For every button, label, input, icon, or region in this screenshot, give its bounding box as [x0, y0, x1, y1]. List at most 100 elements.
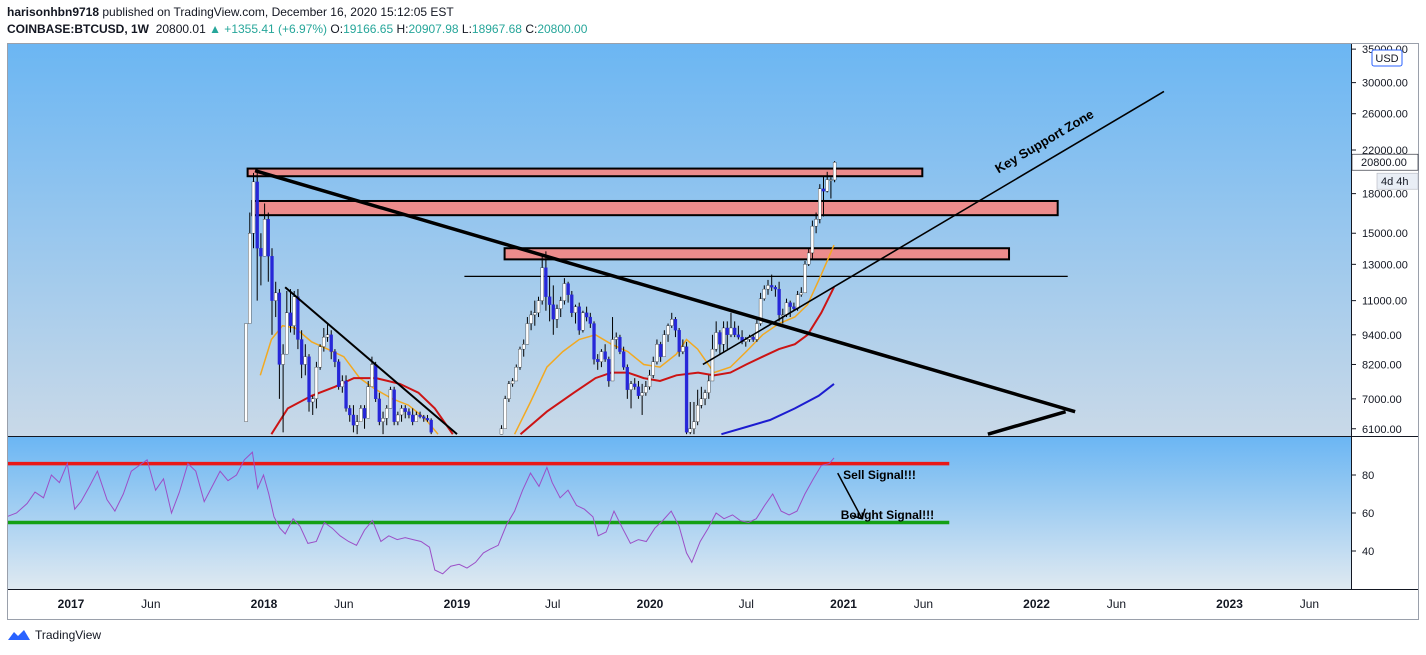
price-tick-label: 15000.00	[1362, 228, 1408, 240]
candle-body	[555, 308, 559, 320]
candle-2018-01-15	[270, 248, 274, 335]
last-price: 20800.01	[155, 22, 206, 36]
candle-2020-02-03	[666, 323, 670, 342]
trendline-downtrend_main	[254, 169, 1076, 414]
candle-2020-11-09	[814, 212, 818, 234]
candle-2019-12-02	[633, 378, 637, 390]
candle-2019-12-16	[640, 383, 644, 415]
time-tick-label: Jun	[1300, 597, 1319, 611]
candle-2019-07-08	[555, 304, 559, 328]
candle-2018-02-19	[288, 289, 293, 333]
candle-body	[385, 408, 389, 419]
candle-body	[821, 188, 826, 192]
candle-2020-01-27	[662, 330, 666, 357]
candle-body	[396, 414, 400, 422]
candle-body	[344, 380, 348, 409]
candle-body	[610, 339, 615, 382]
candle-body	[673, 319, 678, 331]
candle-body	[588, 316, 592, 324]
time-tick-label: 2017	[58, 597, 85, 611]
candle-body	[314, 366, 319, 400]
moving-average-long-5	[721, 383, 835, 436]
candle-2019-09-30	[599, 349, 604, 368]
candle-body	[274, 292, 278, 301]
candle-2018-07-16	[366, 380, 370, 419]
publisher-name[interactable]: harisonhbn9718	[7, 5, 100, 19]
tradingview-brand: TradingView	[35, 628, 102, 642]
candle-body	[429, 419, 433, 433]
time-tick-label: Jun	[141, 597, 160, 611]
candle-2020-03-09	[684, 341, 689, 435]
candle-body	[670, 319, 674, 326]
candle-body	[303, 356, 307, 365]
candle-2018-05-28	[340, 375, 344, 393]
candle-body	[425, 418, 430, 421]
candle-body	[270, 255, 274, 301]
candle-body	[625, 366, 629, 390]
candle-2018-02-12	[285, 290, 289, 355]
candle-2020-09-21	[788, 300, 792, 318]
currency-badge-label: USD	[1375, 53, 1398, 65]
candle-body	[403, 408, 407, 412]
publish-info: harisonhbn9718 published on TradingView.…	[7, 5, 454, 19]
candle-2018-05-07	[329, 330, 333, 360]
candle-body	[599, 351, 604, 362]
candle-body	[540, 267, 544, 301]
candle-body	[651, 361, 655, 376]
candle-body	[307, 356, 311, 403]
candle-2019-07-15	[559, 296, 563, 318]
candle-2019-11-18	[625, 364, 629, 399]
countdown-tag	[1376, 172, 1419, 190]
candle-body	[762, 288, 766, 299]
main-pane-bg	[7, 43, 1351, 436]
resistance-zone-1	[246, 167, 924, 178]
moving-average-fast-1	[259, 324, 439, 435]
time-tick-label: 2018	[251, 597, 278, 611]
candle-body	[751, 336, 755, 340]
candle-2018-09-03	[392, 386, 396, 426]
candle-2020-08-10	[766, 279, 770, 295]
candle-body	[325, 334, 330, 338]
candle-2020-08-17	[770, 274, 774, 291]
candle-body	[514, 366, 518, 382]
candle-body	[666, 325, 670, 335]
candle-body	[788, 302, 792, 307]
candle-2019-09-09	[588, 312, 592, 328]
candle-2017-12-18	[255, 172, 259, 301]
candle-body	[696, 404, 700, 422]
candle-2018-01-22	[274, 281, 278, 318]
candle-body	[577, 306, 581, 331]
candle-2020-05-18	[721, 321, 726, 352]
candle-2019-08-26	[581, 310, 585, 333]
rsi-pane-bg	[7, 437, 1351, 589]
candle-body	[829, 179, 833, 181]
candle-2019-09-02	[584, 306, 589, 322]
candle-body	[399, 408, 404, 416]
candle-2019-12-30	[647, 369, 652, 390]
trendline-key_support	[702, 90, 1165, 366]
candle-2019-06-24	[547, 276, 552, 322]
candle-body	[607, 359, 611, 382]
candle-body	[721, 327, 726, 345]
candle-2018-04-16	[318, 344, 322, 370]
price-tick-label: 26000.00	[1362, 109, 1408, 121]
candle-body	[407, 411, 411, 416]
price-axis-bg	[1351, 43, 1419, 589]
candle-body	[647, 375, 652, 387]
candle-body	[733, 327, 737, 335]
candle-body	[658, 344, 663, 357]
candle-2018-01-01	[262, 203, 267, 257]
open-label: O:	[330, 22, 344, 36]
price-tick-label: 8200.00	[1362, 359, 1402, 371]
candle-2019-09-23	[596, 354, 600, 370]
tradingview-footer[interactable]: TradingView	[7, 628, 101, 642]
resistance-zone-2	[251, 199, 1059, 217]
candle-2019-05-13	[525, 317, 530, 345]
symbol-label[interactable]: COINBASE:BTCUSD, 1W	[7, 22, 150, 36]
candle-2020-10-12	[799, 287, 803, 297]
candle-2020-03-16	[688, 401, 692, 435]
candle-2019-12-23	[644, 380, 648, 396]
candle-body	[547, 296, 552, 305]
candle-body	[336, 361, 341, 387]
